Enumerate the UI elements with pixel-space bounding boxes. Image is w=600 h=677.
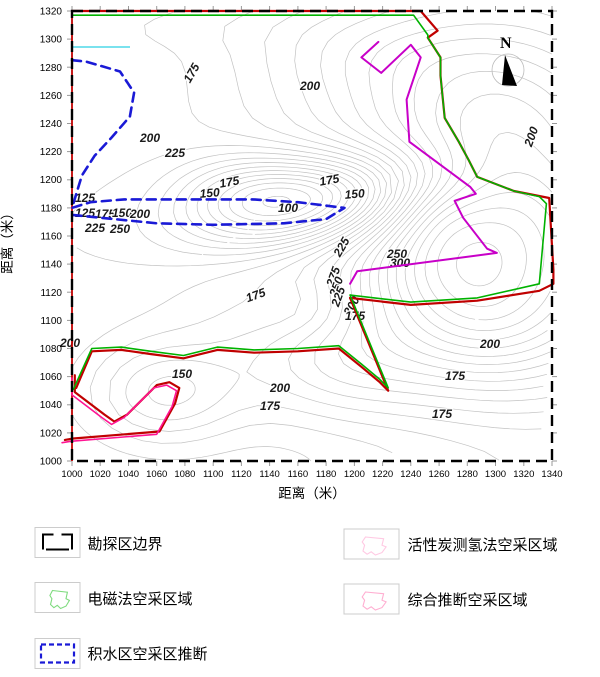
svg-text:225: 225 bbox=[164, 146, 185, 160]
svg-text:1140: 1140 bbox=[259, 469, 279, 480]
svg-text:电磁法空采区域: 电磁法空采区域 bbox=[88, 591, 193, 608]
svg-text:1180: 1180 bbox=[40, 203, 62, 214]
svg-text:175: 175 bbox=[318, 171, 340, 188]
svg-text:100: 100 bbox=[278, 201, 298, 215]
svg-text:1160: 1160 bbox=[40, 232, 62, 243]
svg-text:175: 175 bbox=[244, 285, 268, 305]
svg-text:175: 175 bbox=[218, 173, 240, 190]
svg-text:1280: 1280 bbox=[457, 469, 478, 480]
svg-text:200: 200 bbox=[139, 131, 160, 145]
svg-text:200: 200 bbox=[59, 336, 80, 350]
svg-text:200: 200 bbox=[269, 381, 290, 395]
svg-text:150: 150 bbox=[172, 367, 192, 381]
svg-text:1300: 1300 bbox=[485, 469, 506, 480]
svg-text:1140: 1140 bbox=[40, 260, 62, 271]
svg-text:1260: 1260 bbox=[429, 469, 450, 480]
svg-text:1280: 1280 bbox=[40, 63, 63, 74]
svg-text:200: 200 bbox=[129, 207, 150, 221]
svg-text:1200: 1200 bbox=[40, 175, 63, 186]
svg-text:1040: 1040 bbox=[40, 400, 63, 411]
svg-text:1340: 1340 bbox=[541, 469, 562, 480]
svg-text:1000: 1000 bbox=[40, 457, 63, 468]
svg-text:1060: 1060 bbox=[146, 469, 167, 480]
svg-text:活性炭测氢法空采区域: 活性炭测氢法空采区域 bbox=[408, 537, 558, 554]
svg-text:1080: 1080 bbox=[174, 469, 195, 480]
svg-text:175: 175 bbox=[260, 399, 280, 413]
svg-text:1220: 1220 bbox=[372, 469, 393, 480]
svg-text:200: 200 bbox=[479, 337, 500, 351]
svg-text:150: 150 bbox=[344, 186, 365, 202]
svg-text:1240: 1240 bbox=[400, 469, 421, 480]
svg-text:1120: 1120 bbox=[231, 469, 251, 480]
svg-text:1060: 1060 bbox=[40, 372, 63, 383]
svg-text:200: 200 bbox=[521, 125, 541, 150]
svg-text:积水区空采区推断: 积水区空采区推断 bbox=[88, 646, 208, 663]
svg-text:250: 250 bbox=[109, 222, 130, 236]
svg-text:1180: 1180 bbox=[316, 469, 336, 480]
svg-text:1080: 1080 bbox=[40, 344, 63, 355]
svg-text:勘探区边界: 勘探区边界 bbox=[88, 536, 163, 553]
svg-text:1000: 1000 bbox=[61, 469, 82, 480]
svg-text:1020: 1020 bbox=[90, 469, 111, 480]
svg-text:1320: 1320 bbox=[513, 469, 534, 480]
svg-text:N: N bbox=[500, 35, 512, 52]
svg-text:1100: 1100 bbox=[203, 469, 223, 480]
svg-text:1220: 1220 bbox=[40, 147, 63, 158]
svg-text:综合推断空采区域: 综合推断空采区域 bbox=[408, 592, 528, 609]
svg-text:1260: 1260 bbox=[40, 91, 63, 102]
svg-text:225: 225 bbox=[330, 235, 353, 260]
svg-text:175: 175 bbox=[180, 61, 202, 86]
svg-text:225: 225 bbox=[84, 221, 105, 235]
svg-text:175: 175 bbox=[445, 369, 465, 383]
svg-text:1240: 1240 bbox=[40, 119, 63, 130]
svg-text:300: 300 bbox=[390, 256, 410, 270]
svg-text:1300: 1300 bbox=[40, 35, 63, 46]
svg-text:距离（米）: 距离（米） bbox=[0, 206, 15, 274]
svg-text:1120: 1120 bbox=[40, 288, 62, 299]
svg-text:1020: 1020 bbox=[40, 428, 63, 439]
svg-text:175: 175 bbox=[432, 407, 452, 421]
svg-text:1160: 1160 bbox=[288, 469, 308, 480]
svg-text:距离（米）: 距离（米） bbox=[278, 485, 346, 501]
svg-text:1320: 1320 bbox=[40, 7, 63, 18]
svg-text:1100: 1100 bbox=[40, 316, 62, 327]
svg-text:200: 200 bbox=[299, 79, 320, 93]
svg-text:1040: 1040 bbox=[118, 469, 139, 480]
svg-text:1200: 1200 bbox=[344, 469, 365, 480]
